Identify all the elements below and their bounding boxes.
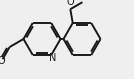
Text: O: O <box>66 0 74 7</box>
Text: N: N <box>49 53 56 62</box>
Text: O: O <box>0 56 5 66</box>
